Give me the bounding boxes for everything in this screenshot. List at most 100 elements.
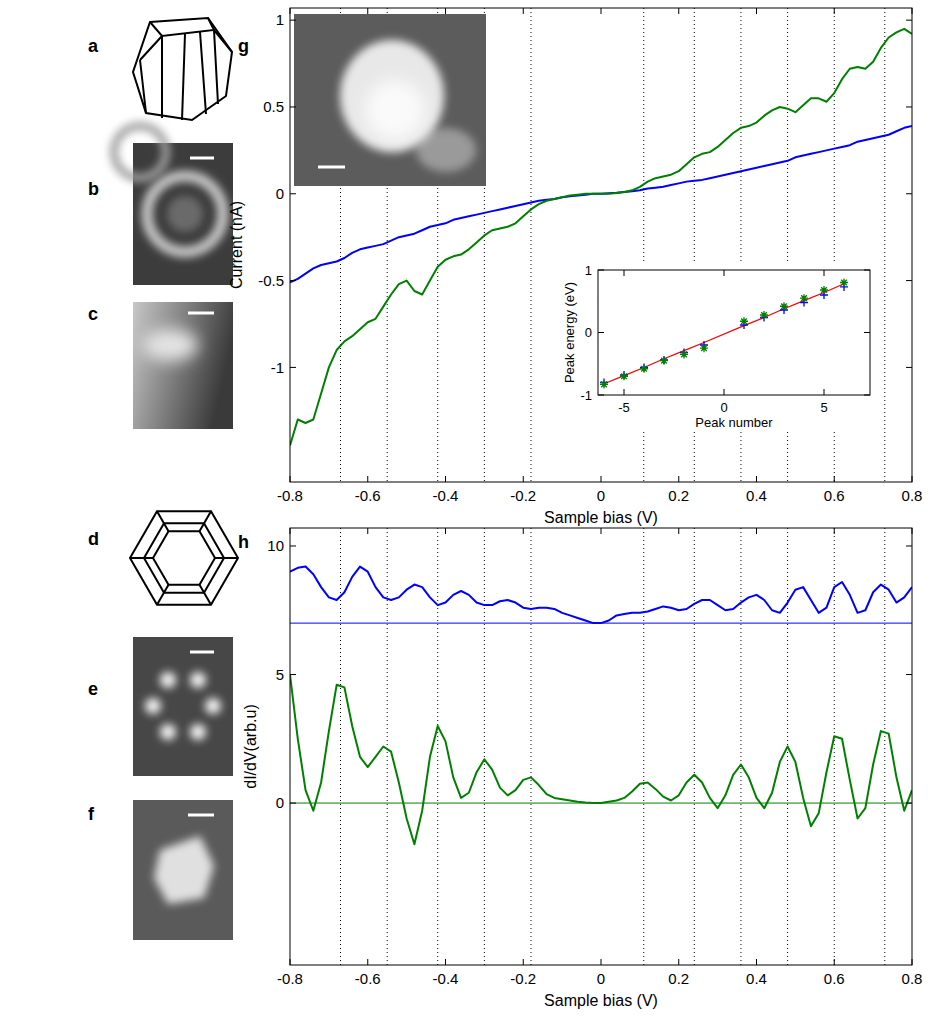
- x-tick-label: 0: [720, 400, 727, 415]
- x-tick: [912, 8, 913, 14]
- scale-bar: [190, 651, 214, 654]
- x-tick-label: 0.2: [668, 970, 689, 987]
- y-tick-label: -1: [271, 359, 284, 376]
- image-b: [133, 143, 233, 285]
- y-tick-label: 0.5: [263, 98, 284, 115]
- marker-star: [780, 302, 788, 310]
- marker-star: [840, 279, 848, 287]
- x-tick-label: -0.2: [510, 487, 536, 504]
- scale-bar: [318, 166, 345, 169]
- x-tick: [624, 270, 625, 276]
- edge: [157, 511, 169, 531]
- y-tick: [598, 270, 604, 271]
- y-tick-label: -0.5: [258, 272, 284, 289]
- edge: [200, 585, 212, 605]
- peak-line: [740, 528, 741, 965]
- blob: [154, 836, 214, 904]
- x-tick-label: 0.4: [746, 970, 767, 987]
- edge: [130, 557, 153, 559]
- x-tick: [756, 476, 757, 482]
- series-line: [290, 126, 912, 282]
- y-tick-label: 0: [585, 325, 592, 340]
- dot: [160, 724, 176, 740]
- x-tick: [912, 476, 913, 482]
- peak-line: [531, 528, 532, 965]
- x-tick: [756, 528, 757, 534]
- peak-line: [834, 528, 835, 965]
- image-g: [294, 14, 486, 186]
- inset-background: [556, 262, 878, 432]
- series-area: [600, 279, 848, 389]
- hexagon: [144, 523, 224, 592]
- peak-line: [884, 8, 885, 482]
- x-tick: [367, 528, 368, 534]
- x-tick: [367, 8, 368, 14]
- x-tick-label: -0.8: [277, 487, 303, 504]
- x-tick: [756, 959, 757, 965]
- x-tick: [367, 476, 368, 482]
- marker-star: [700, 344, 708, 352]
- x-tick: [834, 8, 835, 14]
- x-tick-label: 0.8: [902, 487, 923, 504]
- y-tick-label: 10: [267, 537, 284, 554]
- chart-1: -0.8-0.6-0.4-0.200.20.40.60.80510Sample …: [242, 528, 922, 1009]
- ring: [114, 126, 166, 178]
- series-line: [290, 675, 912, 845]
- series-area: [290, 29, 912, 446]
- panel-label: b: [88, 179, 99, 199]
- x-tick: [834, 528, 835, 534]
- scale-bar: [190, 157, 214, 160]
- y-tick: [598, 395, 604, 396]
- blob: [340, 40, 444, 152]
- peak-line: [694, 528, 695, 965]
- x-tick: [834, 959, 835, 965]
- x-axis-title: Sample bias (V): [544, 509, 658, 526]
- image-e: [133, 637, 233, 776]
- outline: [133, 18, 232, 120]
- x-tick: [290, 8, 291, 14]
- dot: [145, 698, 161, 714]
- y-tick: [290, 803, 296, 804]
- peak-line: [484, 528, 485, 965]
- x-tick: [523, 528, 524, 534]
- dot: [160, 672, 176, 688]
- blob: [365, 80, 425, 140]
- series-area: [290, 567, 912, 845]
- series-line: [290, 29, 912, 446]
- x-tick: [445, 8, 446, 14]
- marker-star: [760, 311, 768, 319]
- x-tick: [601, 528, 602, 534]
- x-tick: [445, 476, 446, 482]
- x-tick: [912, 959, 913, 965]
- y-tick: [290, 280, 296, 281]
- y-tick: [290, 674, 296, 675]
- dot: [190, 724, 206, 740]
- x-axis-title: Sample bias (V): [544, 992, 658, 1009]
- scale-bar: [188, 312, 214, 315]
- x-tick-label: 0.6: [824, 487, 845, 504]
- dot: [190, 672, 206, 688]
- x-tick-label: 0.6: [824, 970, 845, 987]
- x-tick: [724, 270, 725, 276]
- marker-star: [640, 365, 648, 373]
- y-tick: [906, 674, 912, 675]
- x-tick-label: -0.6: [355, 970, 381, 987]
- frame: [290, 8, 912, 482]
- x-tick: [834, 476, 835, 482]
- image-f: [133, 800, 233, 940]
- x-tick-label: 0: [597, 487, 605, 504]
- plot-area: [341, 528, 885, 965]
- peak-line: [437, 528, 438, 965]
- x-tick-label: 5: [820, 400, 827, 415]
- y-tick: [906, 106, 912, 107]
- hexagon: [153, 531, 215, 585]
- core: [167, 196, 203, 232]
- x-tick: [523, 959, 524, 965]
- image-shade: [294, 14, 486, 186]
- marker-star: [740, 317, 748, 325]
- hexagon: [130, 511, 238, 605]
- y-tick-label: -1: [580, 388, 592, 403]
- y-tick: [906, 367, 912, 368]
- x-tick-label: -0.8: [277, 970, 303, 987]
- x-tick-label: -0.6: [355, 487, 381, 504]
